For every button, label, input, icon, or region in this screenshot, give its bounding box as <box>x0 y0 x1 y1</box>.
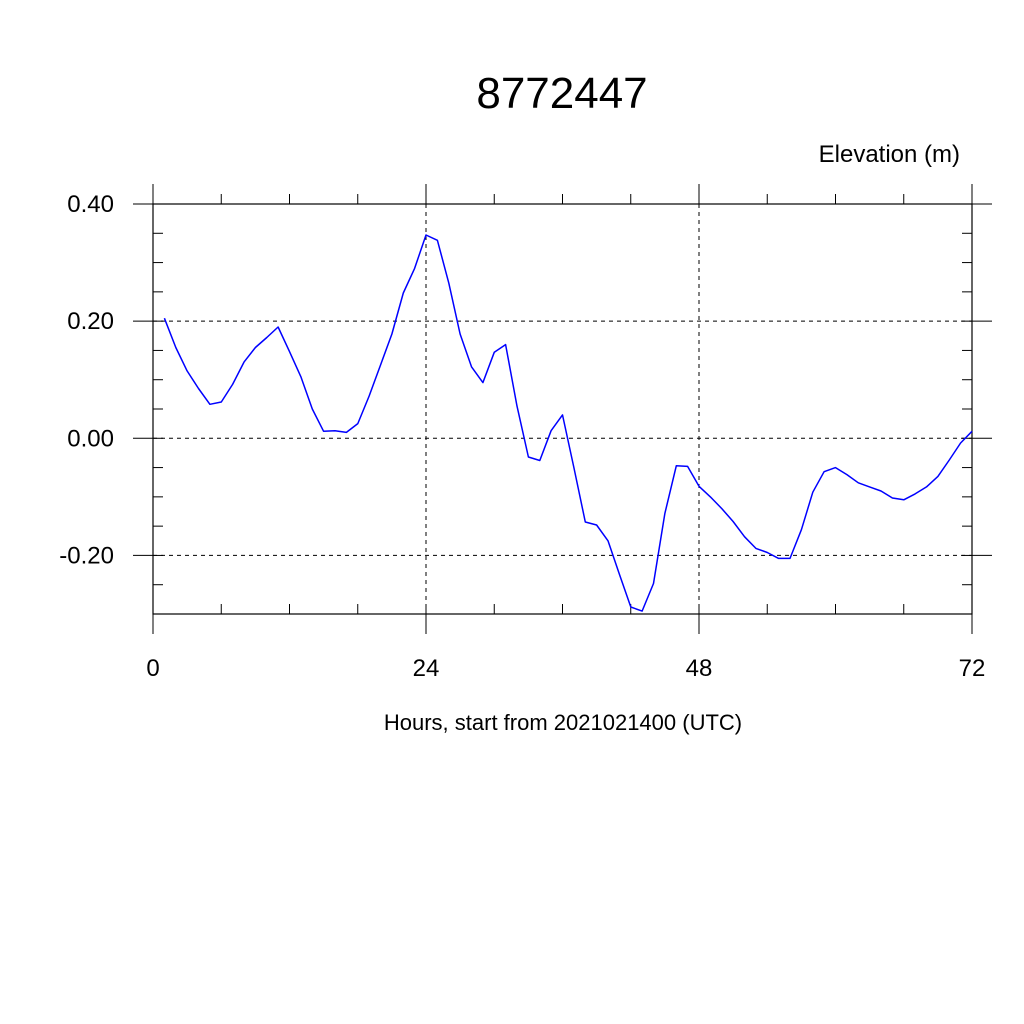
axis-ticks <box>133 184 992 634</box>
unit-label: Elevation (m) <box>819 141 960 168</box>
y-tick-label: 0.20 <box>67 308 114 335</box>
series-line-0 <box>163 234 973 612</box>
x-tick-label: 48 <box>686 655 713 682</box>
y-tick-labels: 0.40 0.20 0.00 -0.20 <box>59 191 114 569</box>
y-tick-label: 0.40 <box>67 191 114 218</box>
y-tick-label: -0.20 <box>59 542 114 569</box>
x-axis-label: Hours, start from 2021021400 (UTC) <box>384 710 742 735</box>
plot-frame <box>152 203 973 615</box>
grid-lines <box>152 203 973 614</box>
x-tick-label: 24 <box>413 655 440 682</box>
x-tick-label: 72 <box>959 655 986 682</box>
y-tick-label: 0.00 <box>67 425 114 452</box>
x-tick-label: 0 <box>146 655 159 682</box>
x-tick-labels: 0 24 48 72 <box>146 655 985 682</box>
series-layer <box>163 234 973 612</box>
chart-title: 8772447 <box>476 69 647 118</box>
